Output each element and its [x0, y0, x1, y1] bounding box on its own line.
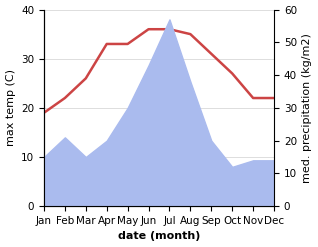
Y-axis label: med. precipitation (kg/m2): med. precipitation (kg/m2)	[302, 33, 313, 183]
X-axis label: date (month): date (month)	[118, 231, 200, 242]
Y-axis label: max temp (C): max temp (C)	[5, 69, 16, 146]
